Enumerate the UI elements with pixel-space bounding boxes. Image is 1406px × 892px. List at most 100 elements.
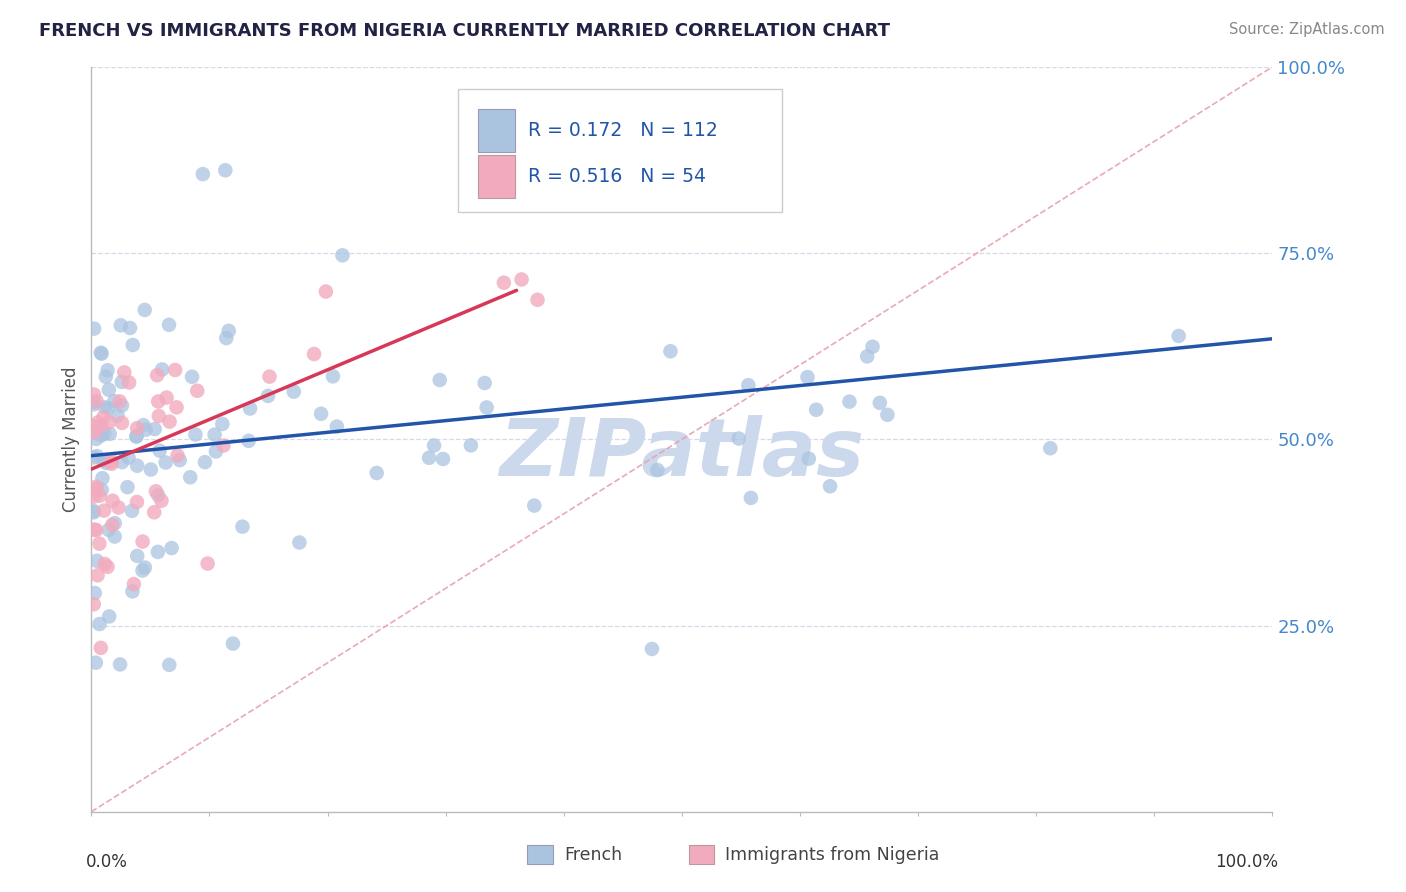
Point	[90, 346, 112, 360]
Point	[214, 163, 236, 178]
Point	[107, 500, 129, 515]
Point	[87, 416, 110, 430]
Point	[179, 470, 201, 484]
Point	[104, 529, 127, 543]
Point	[125, 495, 148, 509]
Point	[121, 338, 143, 352]
Point	[869, 396, 891, 410]
Text: R = 0.172   N = 112: R = 0.172 N = 112	[529, 120, 718, 140]
Point	[150, 362, 173, 376]
Point	[83, 425, 105, 440]
Point	[283, 384, 305, 399]
Point	[101, 454, 124, 468]
Point	[104, 516, 127, 531]
Point	[83, 597, 105, 611]
Point	[90, 418, 112, 433]
Point	[135, 423, 157, 437]
FancyBboxPatch shape	[457, 89, 782, 212]
Point	[89, 489, 111, 503]
Point	[83, 450, 105, 465]
Point	[288, 535, 311, 549]
Point	[526, 293, 548, 307]
Point	[91, 453, 114, 467]
Point	[125, 430, 148, 444]
Point	[1167, 329, 1189, 343]
Point	[127, 458, 149, 473]
Point	[103, 394, 125, 409]
Point	[117, 450, 139, 465]
Point	[125, 429, 148, 443]
Point	[84, 480, 107, 494]
Point	[222, 637, 245, 651]
Point	[139, 462, 162, 476]
Text: 0.0%: 0.0%	[86, 853, 128, 871]
Point	[84, 482, 107, 496]
Point	[111, 399, 134, 413]
Point	[134, 302, 156, 317]
Point	[818, 479, 841, 493]
Point	[96, 559, 118, 574]
Bar	[478, 155, 516, 198]
Point	[94, 369, 117, 384]
Point	[423, 438, 446, 452]
Point	[83, 397, 105, 411]
Point	[84, 523, 107, 537]
Point	[523, 499, 546, 513]
Point	[460, 438, 482, 452]
Point	[98, 609, 121, 624]
Point	[148, 409, 170, 423]
Point	[157, 318, 180, 332]
Point	[737, 378, 759, 392]
Point	[186, 384, 208, 398]
Point	[191, 167, 214, 181]
Point	[83, 321, 105, 335]
Point	[83, 505, 105, 519]
Point	[155, 391, 177, 405]
Point	[194, 455, 217, 469]
Point	[83, 387, 105, 401]
Point	[112, 365, 135, 379]
Point	[98, 415, 121, 429]
Point	[510, 272, 533, 286]
Point	[148, 394, 170, 409]
Point	[796, 370, 818, 384]
Point	[90, 345, 112, 359]
Point	[83, 586, 105, 600]
Point	[97, 383, 120, 397]
Point	[856, 350, 879, 364]
Point	[89, 536, 111, 550]
Point	[127, 549, 149, 563]
Point	[91, 471, 114, 485]
Point	[111, 375, 134, 389]
Point	[184, 427, 207, 442]
Point	[84, 432, 107, 446]
Point	[117, 480, 139, 494]
Point	[838, 394, 860, 409]
Point	[118, 321, 141, 335]
Point	[146, 545, 169, 559]
Point	[641, 642, 664, 657]
Point	[727, 432, 749, 446]
Point	[659, 344, 682, 359]
Point	[83, 419, 105, 434]
Point	[111, 455, 134, 469]
Point	[108, 657, 131, 672]
Point	[181, 369, 204, 384]
Point	[132, 418, 155, 433]
Point	[100, 457, 122, 471]
Point	[366, 466, 388, 480]
Point	[876, 408, 898, 422]
Point	[84, 656, 107, 670]
Point	[309, 407, 332, 421]
Point	[101, 493, 124, 508]
Point	[93, 426, 115, 441]
Point	[94, 401, 117, 415]
Point	[492, 276, 515, 290]
Text: ZIPatlas: ZIPatlas	[499, 415, 865, 493]
Point	[231, 519, 253, 533]
Point	[157, 657, 180, 672]
Text: 100.0%: 100.0%	[1215, 853, 1278, 871]
Point	[797, 451, 820, 466]
Point	[86, 554, 108, 568]
Point	[101, 517, 124, 532]
